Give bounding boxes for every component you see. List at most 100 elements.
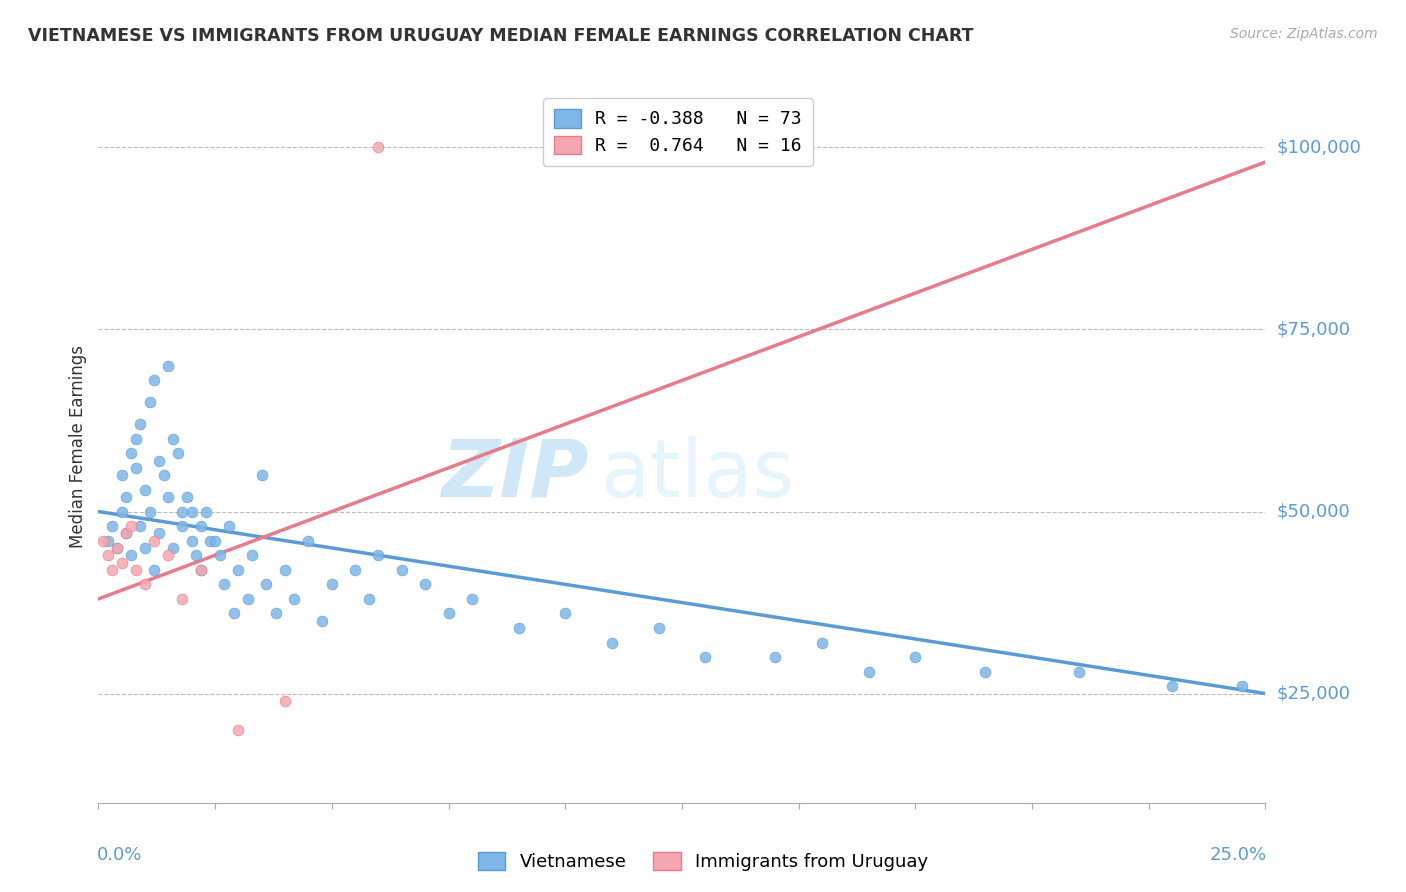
Point: [1067, 665, 1090, 679]
Point: [763, 650, 786, 665]
Text: Source: ZipAtlas.com: Source: ZipAtlas.com: [1230, 27, 1378, 41]
Point: [115, 526, 138, 541]
Point: [111, 468, 134, 483]
Point: [256, 577, 278, 591]
Point: [152, 468, 174, 483]
Point: [134, 483, 156, 497]
Point: [204, 533, 226, 548]
Point: [647, 621, 669, 635]
Point: [101, 519, 124, 533]
Point: [858, 665, 880, 679]
Point: [97, 548, 120, 562]
Point: [111, 556, 134, 570]
Point: [115, 490, 138, 504]
Point: [695, 650, 717, 665]
Point: [120, 446, 142, 460]
Point: [190, 563, 212, 577]
Point: [148, 453, 170, 467]
Point: [367, 548, 389, 562]
Text: $50,000: $50,000: [1277, 502, 1350, 521]
Point: [283, 591, 305, 606]
Point: [105, 541, 128, 555]
Point: [172, 591, 194, 606]
Point: [391, 563, 413, 577]
Point: [120, 548, 142, 562]
Point: [111, 504, 134, 518]
Point: [125, 460, 148, 475]
Point: [236, 591, 259, 606]
Point: [139, 504, 162, 518]
Text: $100,000: $100,000: [1277, 138, 1361, 156]
Point: [157, 490, 180, 504]
Point: [413, 577, 436, 591]
Point: [461, 591, 484, 606]
Point: [1230, 679, 1253, 693]
Point: [367, 140, 389, 154]
Text: VIETNAMESE VS IMMIGRANTS FROM URUGUAY MEDIAN FEMALE EARNINGS CORRELATION CHART: VIETNAMESE VS IMMIGRANTS FROM URUGUAY ME…: [28, 27, 973, 45]
Point: [129, 417, 152, 432]
Point: [157, 359, 180, 373]
Point: [134, 577, 156, 591]
Point: [359, 591, 381, 606]
Point: [228, 563, 250, 577]
Y-axis label: Median Female Earnings: Median Female Earnings: [69, 344, 87, 548]
Point: [190, 563, 212, 577]
Point: [811, 635, 834, 649]
Point: [228, 723, 250, 737]
Point: [120, 519, 142, 533]
Text: $75,000: $75,000: [1277, 320, 1351, 338]
Point: [274, 563, 297, 577]
Point: [180, 533, 202, 548]
Point: [97, 533, 120, 548]
Point: [600, 635, 623, 649]
Point: [139, 395, 162, 409]
Point: [554, 607, 576, 621]
Point: [264, 607, 287, 621]
Point: [508, 621, 530, 635]
Point: [162, 541, 184, 555]
Point: [208, 548, 231, 562]
Point: [200, 533, 222, 548]
Point: [250, 468, 273, 483]
Point: [129, 519, 152, 533]
Text: $25,000: $25,000: [1277, 684, 1351, 703]
Point: [321, 577, 343, 591]
Point: [176, 490, 198, 504]
Point: [186, 548, 208, 562]
Point: [125, 432, 148, 446]
Point: [115, 526, 138, 541]
Point: [166, 446, 188, 460]
Point: [105, 541, 128, 555]
Point: [218, 519, 240, 533]
Point: [143, 563, 166, 577]
Point: [148, 526, 170, 541]
Point: [274, 694, 297, 708]
Point: [180, 504, 202, 518]
Text: 0.0%: 0.0%: [97, 846, 142, 863]
Point: [437, 607, 460, 621]
Text: ZIP: ZIP: [441, 435, 589, 514]
Point: [162, 432, 184, 446]
Point: [91, 533, 114, 548]
Point: [974, 665, 997, 679]
Point: [134, 541, 156, 555]
Point: [172, 504, 194, 518]
Point: [297, 533, 319, 548]
Point: [172, 519, 194, 533]
Point: [190, 519, 212, 533]
Point: [194, 504, 217, 518]
Point: [904, 650, 927, 665]
Point: [222, 607, 245, 621]
Legend: Vietnamese, Immigrants from Uruguay: Vietnamese, Immigrants from Uruguay: [471, 845, 935, 879]
Point: [242, 548, 264, 562]
Point: [1161, 679, 1184, 693]
Point: [157, 548, 180, 562]
Point: [214, 577, 236, 591]
Point: [344, 563, 367, 577]
Point: [143, 374, 166, 388]
Point: [101, 563, 124, 577]
Text: 25.0%: 25.0%: [1209, 846, 1267, 863]
Legend: R = -0.388   N = 73, R =  0.764   N = 16: R = -0.388 N = 73, R = 0.764 N = 16: [543, 98, 813, 166]
Point: [143, 533, 166, 548]
Point: [125, 563, 148, 577]
